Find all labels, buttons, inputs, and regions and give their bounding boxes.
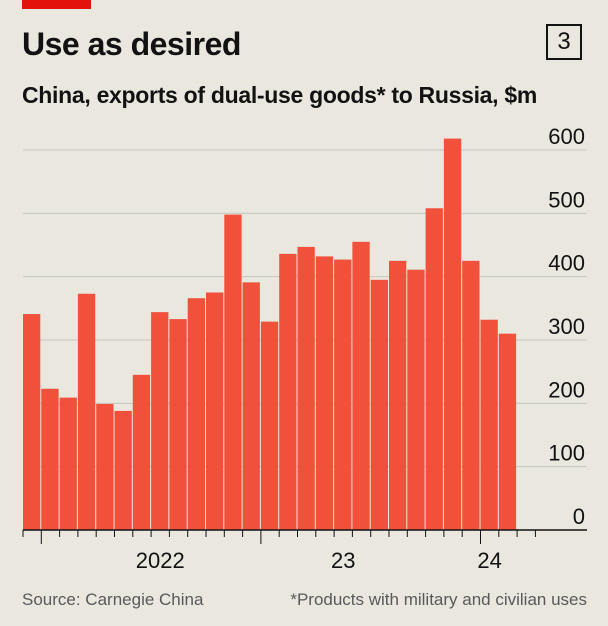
y-tick-label: 300 (548, 314, 585, 339)
bar (169, 319, 187, 530)
bar (151, 312, 169, 530)
footer: Source: Carnegie China *Products with mi… (22, 590, 587, 610)
y-tick-label: 200 (548, 377, 585, 402)
x-tick-label: 2022 (136, 548, 185, 573)
chart-number-badge: 3 (546, 24, 582, 60)
x-tick-label: 23 (331, 548, 355, 573)
bar (77, 293, 96, 530)
bar (206, 292, 224, 530)
bar (187, 298, 205, 530)
bar (297, 246, 315, 530)
y-tick-label: 500 (548, 187, 585, 212)
bar (315, 256, 334, 530)
chart-title: Use as desired (22, 26, 241, 62)
bar (352, 241, 370, 531)
bar (23, 314, 41, 530)
y-tick-label: 600 (548, 124, 585, 149)
bar (480, 319, 498, 530)
bar (407, 269, 425, 530)
bar (279, 253, 297, 530)
chart-subtitle: China, exports of dual-use goods* to Rus… (22, 82, 537, 108)
bar (59, 397, 77, 530)
bar (334, 259, 352, 530)
bar (389, 260, 407, 530)
bar (96, 403, 114, 530)
bar (498, 333, 517, 530)
y-tick-label: 100 (548, 441, 585, 466)
bar (443, 138, 462, 530)
bar (260, 321, 279, 530)
bar (242, 282, 260, 530)
x-tick-label: 24 (477, 548, 501, 573)
footnote: *Products with military and civilian use… (290, 590, 587, 609)
bar (462, 260, 480, 530)
y-tick-label: 400 (548, 251, 585, 276)
bar (370, 279, 388, 530)
bar (114, 410, 132, 530)
y-tick-label: 0 (573, 504, 585, 529)
bar (425, 208, 443, 530)
bar-chart: 0 100 200 300 400 500 600 2022 23 24 (22, 124, 587, 573)
bar (132, 374, 151, 530)
source-note: Source: Carnegie China (22, 590, 204, 609)
bar (41, 388, 59, 530)
brand-tag (22, 0, 91, 9)
bar (224, 214, 242, 530)
